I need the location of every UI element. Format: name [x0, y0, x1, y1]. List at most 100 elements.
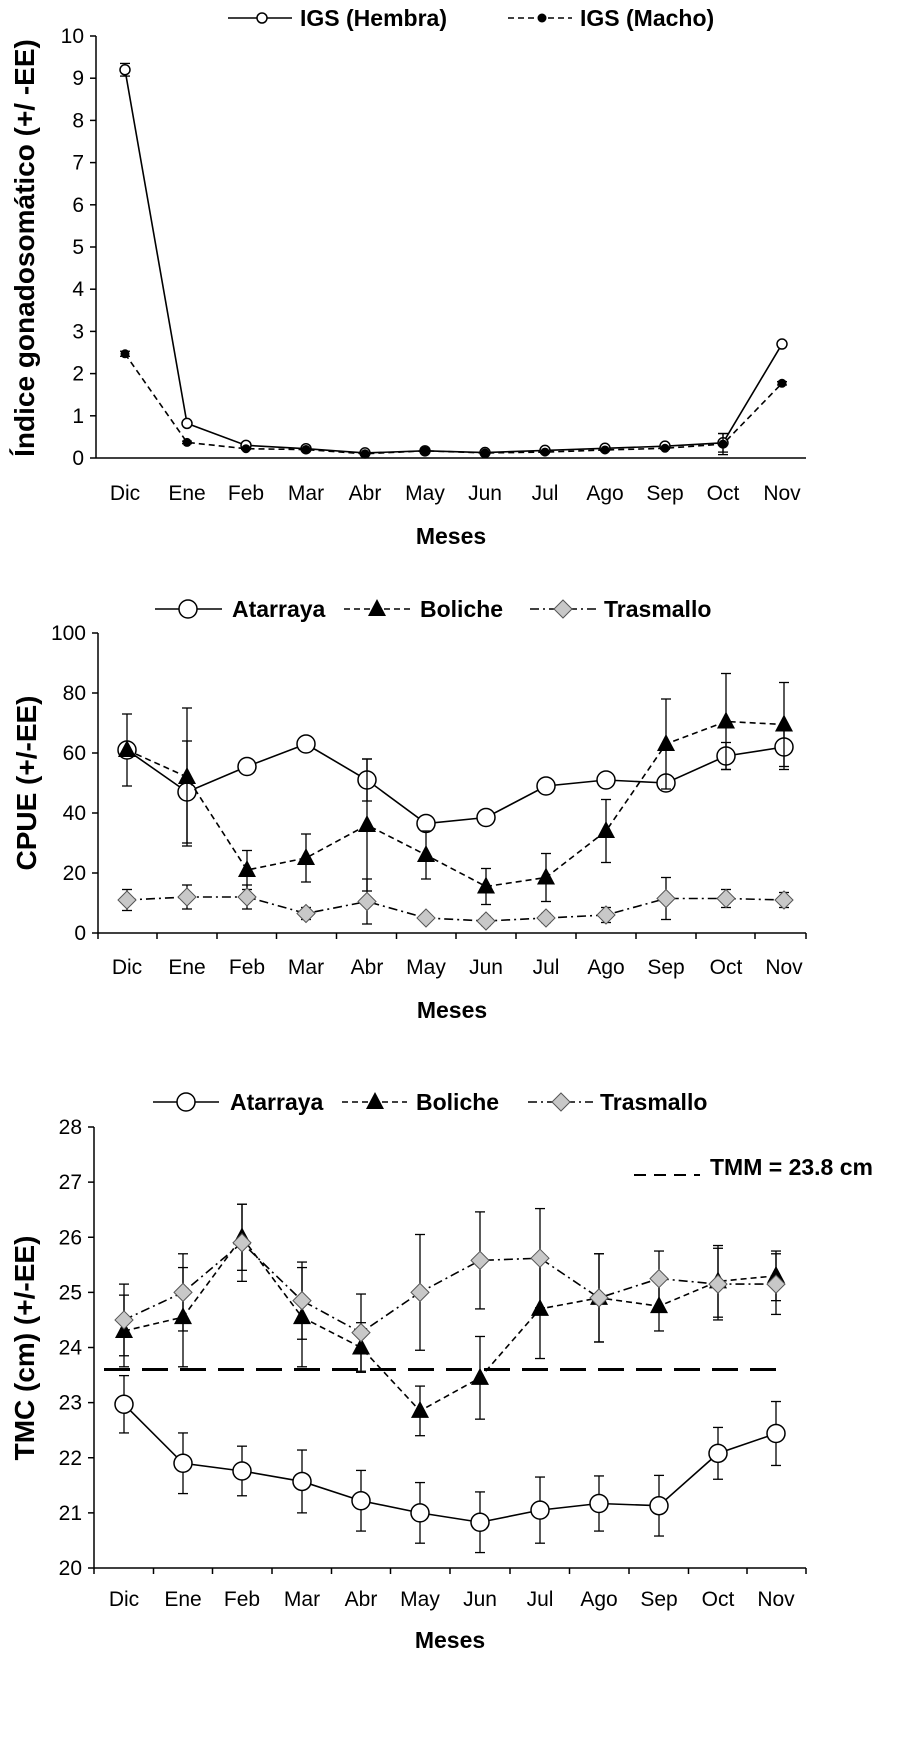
series-boliche	[118, 672, 793, 906]
data-point	[597, 821, 615, 838]
x-tick-label-feb: Feb	[229, 956, 265, 979]
data-point	[536, 908, 556, 928]
data-point	[357, 891, 377, 912]
data-point	[649, 1268, 669, 1289]
x-tick-label-jun: Jun	[463, 1588, 497, 1611]
y-tick-label: 60	[63, 742, 86, 765]
y-tick-label: 25	[59, 1281, 82, 1304]
data-point	[530, 1248, 550, 1268]
x-tick-label-dic: Dic	[110, 482, 140, 505]
x-tick-label-feb: Feb	[224, 1588, 260, 1611]
x-tick-label-may: May	[400, 1588, 440, 1611]
series-igs-hembra-	[119, 62, 788, 459]
y-tick-label: 9	[72, 67, 84, 90]
data-point	[596, 770, 616, 790]
reference-label: TMM = 23.8 cm	[710, 1154, 873, 1180]
x-axis-title: Meses	[416, 523, 486, 549]
series-trasmallo	[117, 876, 794, 931]
series-line	[123, 1241, 776, 1334]
data-point	[657, 734, 675, 751]
series-line	[124, 69, 783, 454]
legend-label: Boliche	[420, 596, 503, 622]
data-point	[716, 888, 736, 909]
x-tick-label-dic: Dic	[109, 1588, 139, 1611]
y-tick-label: 8	[72, 109, 84, 132]
x-tick-label-jul: Jul	[533, 956, 560, 979]
data-point	[660, 443, 670, 453]
data-point	[649, 1495, 669, 1516]
legend-marker	[537, 13, 547, 23]
chart-igs: 0 1 2 3 4 5 6 7 8 9 10 Dic Ene Feb Mar Abr May Jun Jul Ago S…	[9, 5, 806, 549]
x-tick-label-ago: Ago	[586, 482, 623, 505]
chart-tmc: 20 21 22 23 24 25 26 27 28 Dic Ene Feb Mar Abr May Jun J…	[9, 1089, 873, 1653]
x-tick-label-abr: Abr	[345, 1588, 378, 1611]
data-point	[656, 888, 676, 909]
y-tick-label: 21	[59, 1502, 82, 1525]
data-point	[766, 1423, 786, 1444]
y-tick-label: 24	[59, 1337, 83, 1360]
data-point	[120, 349, 130, 359]
y-tick-label: 3	[72, 320, 84, 343]
data-point	[420, 446, 430, 456]
data-point	[470, 1250, 490, 1271]
data-point	[237, 756, 257, 777]
y-tick-label: 26	[59, 1226, 82, 1249]
data-point	[410, 1282, 430, 1303]
y-tick-label: 1	[72, 405, 84, 428]
series-trasmallo	[114, 1203, 786, 1372]
series-line	[124, 353, 783, 455]
legend-marker	[178, 599, 198, 619]
legend-marker	[551, 1092, 571, 1112]
x-tick-label-ago: Ago	[587, 956, 624, 979]
x-tick-label-mar: Mar	[288, 482, 324, 505]
data-point	[237, 887, 257, 907]
data-point	[540, 447, 550, 457]
x-tick-label-ago: Ago	[580, 1588, 617, 1611]
y-tick-label: 5	[72, 236, 84, 259]
y-tick-label: 2	[72, 363, 84, 386]
x-axis-title: Meses	[417, 997, 487, 1023]
y-axis-title: Índice gonadosomático (+/ -EE)	[9, 39, 40, 457]
series-boliche	[115, 1203, 785, 1437]
data-point	[119, 64, 131, 76]
data-point	[182, 437, 192, 447]
legend-marker	[368, 599, 386, 616]
x-tick-label-feb: Feb	[228, 482, 264, 505]
y-axis-title: TMC (cm) (+/-EE)	[9, 1236, 40, 1461]
data-point	[708, 1274, 728, 1294]
data-point	[173, 1282, 193, 1303]
y-tick-label: 20	[59, 1557, 82, 1580]
data-point	[114, 1394, 134, 1415]
data-point	[410, 1503, 430, 1523]
data-point	[537, 867, 555, 885]
x-tick-label-nov: Nov	[757, 1588, 795, 1611]
series-line	[123, 1403, 777, 1524]
data-point	[480, 448, 490, 458]
data-point	[477, 876, 495, 894]
x-tick-label-jun: Jun	[468, 482, 502, 505]
data-point	[232, 1233, 252, 1253]
data-point	[232, 1461, 252, 1481]
y-tick-label: 4	[72, 278, 84, 301]
legend-label: Atarraya	[232, 596, 326, 622]
y-tick-label: 0	[72, 447, 84, 470]
data-point	[296, 734, 316, 754]
chart-cpue: 0 20 40 60 80 100 Dic Ene Feb Mar Abr May Jun Jul Ago S…	[11, 596, 807, 1023]
x-tick-label-may: May	[405, 482, 445, 505]
x-tick-label-sep: Sep	[640, 1588, 677, 1611]
data-point	[117, 890, 137, 910]
x-tick-label-ene: Ene	[168, 956, 205, 979]
data-point	[173, 1453, 193, 1474]
data-point	[776, 338, 788, 350]
series-igs-macho-	[120, 349, 787, 459]
x-tick-label-nov: Nov	[765, 956, 803, 979]
x-tick-label-jun: Jun	[469, 956, 503, 979]
x-tick-label-nov: Nov	[763, 482, 801, 505]
data-point	[301, 445, 311, 455]
y-tick-label: 40	[63, 802, 86, 825]
data-point	[416, 813, 436, 834]
legend-label: Atarraya	[230, 1089, 324, 1115]
data-point	[297, 848, 315, 865]
y-tick-label: 6	[72, 194, 84, 217]
data-point	[360, 449, 370, 459]
